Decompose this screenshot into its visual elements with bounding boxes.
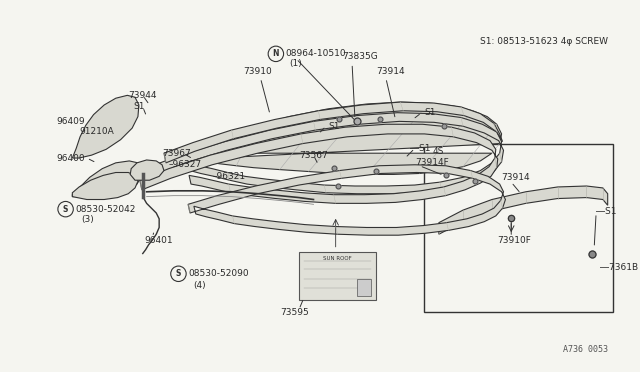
- Text: S: S: [176, 269, 181, 278]
- Text: ―S1: ―S1: [596, 206, 616, 216]
- Polygon shape: [140, 124, 498, 203]
- Text: 08964-10510: 08964-10510: [285, 49, 346, 58]
- Text: 91210A: 91210A: [79, 126, 114, 135]
- Text: 96400: 96400: [56, 154, 84, 163]
- Text: N: N: [273, 49, 279, 58]
- Text: (1): (1): [289, 59, 302, 68]
- Polygon shape: [164, 102, 502, 163]
- Text: S1: S1: [424, 108, 436, 117]
- Text: (4): (4): [193, 281, 205, 290]
- Text: 73595: 73595: [280, 308, 308, 317]
- Text: 08530-52042: 08530-52042: [76, 205, 136, 214]
- Text: 96401: 96401: [145, 235, 173, 244]
- Polygon shape: [130, 160, 164, 180]
- Text: 73944: 73944: [128, 91, 157, 100]
- Polygon shape: [164, 102, 502, 174]
- Text: 73567: 73567: [299, 151, 328, 160]
- Bar: [357, 279, 371, 296]
- Text: ―S1: ―S1: [410, 144, 431, 153]
- Text: 73835G: 73835G: [342, 52, 378, 61]
- Text: 73910: 73910: [243, 67, 272, 76]
- Polygon shape: [439, 186, 608, 234]
- Bar: [299, 251, 376, 300]
- Text: 73910F: 73910F: [497, 235, 531, 244]
- Text: A736 0053: A736 0053: [563, 345, 608, 354]
- Text: 08530-52090: 08530-52090: [188, 269, 249, 278]
- Text: –96327: –96327: [169, 160, 202, 169]
- Polygon shape: [72, 95, 139, 158]
- Text: S: S: [63, 205, 68, 214]
- Text: S1: 08513-51623 4φ SCREW: S1: 08513-51623 4φ SCREW: [480, 38, 608, 46]
- Text: 73914F: 73914F: [415, 158, 449, 167]
- Text: –96321: –96321: [212, 172, 245, 181]
- Text: (3): (3): [81, 215, 94, 224]
- Text: SUN ROOF: SUN ROOF: [323, 256, 352, 261]
- Text: S1: S1: [328, 122, 339, 131]
- Text: S1: S1: [133, 102, 145, 111]
- Text: 73967: 73967: [162, 149, 191, 158]
- Polygon shape: [152, 113, 504, 194]
- Text: 73914: 73914: [502, 173, 530, 182]
- Text: 96409: 96409: [56, 117, 84, 126]
- Polygon shape: [72, 161, 143, 197]
- Text: ―7361B: ―7361B: [600, 263, 638, 272]
- Polygon shape: [188, 165, 506, 235]
- Text: 4S: 4S: [432, 147, 444, 156]
- Polygon shape: [72, 173, 138, 199]
- Bar: [424, 144, 612, 312]
- Text: 73914: 73914: [376, 67, 405, 76]
